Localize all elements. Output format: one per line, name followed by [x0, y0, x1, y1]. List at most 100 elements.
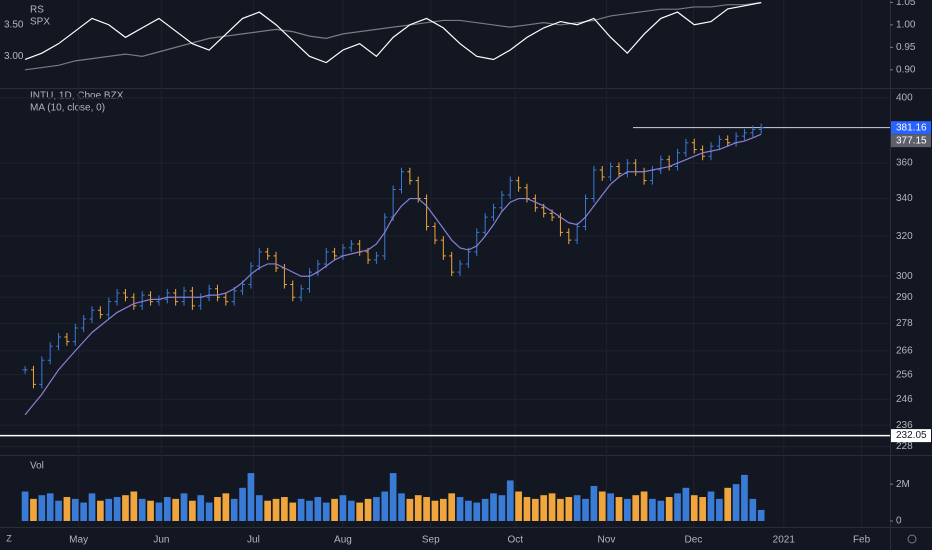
price-bar — [122, 289, 128, 302]
volume-bar — [640, 491, 648, 521]
volume-bar — [398, 493, 405, 521]
volume-bar — [414, 495, 422, 521]
volume-bar — [230, 498, 238, 521]
volume-bar — [481, 498, 489, 521]
price-bar — [306, 268, 312, 293]
rs-legend: RS — [30, 5, 44, 16]
volume-bar — [97, 500, 104, 521]
price-bar — [566, 228, 572, 245]
volume-bar — [80, 502, 87, 521]
volume-bar — [741, 474, 748, 521]
volume-bar — [147, 500, 154, 521]
price-bar — [106, 297, 112, 319]
y-tick-label: 236 — [896, 420, 913, 431]
volume-bar — [498, 495, 506, 521]
x-tick-label: Aug — [334, 535, 352, 546]
volume-bar — [180, 493, 188, 521]
price-bar — [256, 247, 262, 270]
volume-bar — [189, 500, 196, 521]
price-bar — [223, 293, 229, 306]
volume-bar — [607, 493, 614, 521]
spx-tick-label: 0.95 — [896, 42, 916, 53]
volume-bar — [381, 491, 389, 521]
volume-bar — [38, 495, 46, 521]
volume-bar — [389, 473, 397, 521]
x-tick-label: Dec — [685, 535, 703, 546]
zoom-icon[interactable]: Z — [6, 533, 12, 543]
volume-bar — [473, 502, 481, 521]
volume-bar — [289, 502, 297, 521]
volume-bar — [30, 498, 37, 521]
price-bar — [323, 247, 329, 268]
price-bar — [691, 138, 697, 154]
volume-bar — [364, 498, 372, 521]
volume-bar — [699, 497, 706, 521]
volume-bar — [531, 498, 539, 521]
y-tick-label: 320 — [896, 231, 913, 242]
x-tick-label: Jul — [247, 535, 260, 546]
y-tick-label: 278 — [896, 318, 913, 329]
volume-bar — [573, 495, 581, 521]
volume-bar — [163, 497, 171, 521]
volume-bar — [657, 500, 665, 521]
price-bar — [47, 342, 53, 365]
price-bar — [583, 194, 589, 231]
price-bar — [181, 286, 187, 306]
volume-bar — [557, 498, 564, 521]
ma-line — [24, 133, 762, 416]
price-bar — [675, 148, 681, 171]
volume-bar — [172, 498, 180, 521]
price-bar — [89, 306, 95, 324]
price-bar — [725, 135, 731, 147]
settings-icon[interactable] — [907, 534, 917, 544]
y-tick-label: 266 — [896, 346, 913, 357]
price-bar — [214, 284, 220, 302]
price-bar — [758, 123, 764, 134]
price-bar — [482, 213, 488, 237]
volume-bar — [515, 491, 522, 521]
last-price-label: 381.16 — [896, 122, 927, 133]
volume-bar — [732, 484, 740, 521]
volume-bar — [281, 497, 288, 521]
y-tick-label: 256 — [896, 369, 913, 380]
price-bar — [298, 284, 304, 302]
volume-bar — [665, 497, 673, 521]
price-bar — [206, 284, 212, 302]
x-tick-label: Feb — [853, 535, 871, 546]
chart-title: INTU, 1D, Cboe BZX — [30, 91, 124, 102]
volume-bar — [690, 495, 698, 521]
y-tick-label: 290 — [896, 292, 913, 303]
price-bar — [750, 125, 756, 137]
volume-bar — [749, 498, 757, 521]
volume-bar — [540, 495, 548, 521]
x-tick-label: Nov — [598, 535, 616, 546]
price-bar — [231, 286, 237, 306]
ma-legend: MA (10, close, 0) — [30, 103, 105, 114]
volume-bar — [347, 500, 355, 521]
level-label: 232.05 — [896, 430, 927, 441]
price-bar — [608, 162, 614, 182]
price-bar — [658, 155, 664, 175]
price-bar — [81, 315, 87, 332]
price-bar — [432, 222, 438, 245]
price-bar — [39, 356, 45, 389]
price-bar — [516, 176, 522, 192]
volume-bar — [565, 497, 573, 521]
price-bar — [97, 306, 103, 319]
volume-bar — [724, 487, 732, 521]
volume-bar — [582, 498, 589, 521]
volume-bar — [465, 500, 472, 521]
price-bar — [22, 365, 28, 374]
volume-bar — [264, 500, 272, 521]
price-bar — [248, 261, 254, 289]
price-bar — [683, 138, 689, 157]
y-tick-label: 300 — [896, 271, 913, 282]
volume-bar — [406, 498, 414, 521]
price-bar — [131, 293, 137, 310]
volume-bar — [272, 498, 280, 521]
volume-bar — [55, 500, 62, 521]
y-tick-label: 400 — [896, 92, 913, 103]
price-bar — [114, 289, 120, 306]
ma-value-label: 377.15 — [896, 135, 927, 146]
price-bar — [56, 333, 62, 351]
